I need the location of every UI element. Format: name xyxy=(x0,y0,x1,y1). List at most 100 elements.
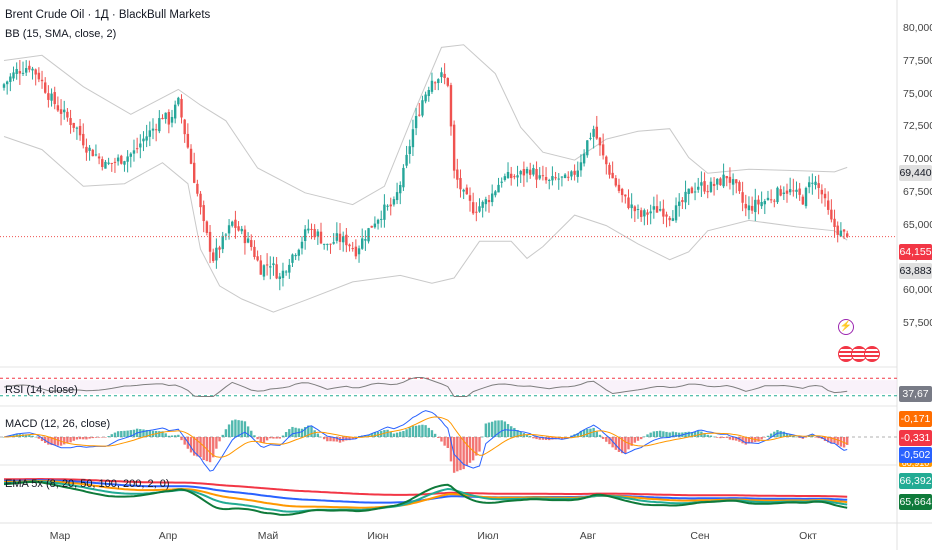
candle-body[interactable] xyxy=(15,68,18,75)
candle-body[interactable] xyxy=(348,244,351,247)
candle-body[interactable] xyxy=(773,200,776,202)
candle-body[interactable] xyxy=(269,266,272,268)
candle-body[interactable] xyxy=(725,176,728,179)
candle-body[interactable] xyxy=(798,188,801,195)
candle-body[interactable] xyxy=(652,206,656,210)
candle-body[interactable] xyxy=(288,264,291,273)
candle-body[interactable] xyxy=(700,182,703,186)
candle-body[interactable] xyxy=(414,115,418,129)
candle-body[interactable] xyxy=(59,109,63,114)
candle-body[interactable] xyxy=(158,118,161,132)
candle-body[interactable] xyxy=(82,133,85,146)
candle-body[interactable] xyxy=(383,204,386,220)
candle-body[interactable] xyxy=(446,78,449,86)
candle-body[interactable] xyxy=(842,229,846,232)
candle-body[interactable] xyxy=(215,247,218,261)
candle-body[interactable] xyxy=(703,181,706,192)
candle-body[interactable] xyxy=(646,212,649,215)
candle-body[interactable] xyxy=(440,72,443,78)
candle-body[interactable] xyxy=(643,210,646,217)
candle-body[interactable] xyxy=(820,189,824,195)
candle-body[interactable] xyxy=(712,183,716,186)
candle-body[interactable] xyxy=(85,146,88,153)
candle-body[interactable] xyxy=(18,71,22,74)
candle-body[interactable] xyxy=(291,254,294,263)
candle-body[interactable] xyxy=(196,183,199,194)
candle-body[interactable] xyxy=(34,69,37,75)
candle-body[interactable] xyxy=(72,122,75,128)
candle-body[interactable] xyxy=(380,218,383,220)
candle-body[interactable] xyxy=(408,146,411,154)
candle-body[interactable] xyxy=(490,193,494,203)
candle-body[interactable] xyxy=(617,184,621,191)
candle-body[interactable] xyxy=(750,205,754,211)
candle-body[interactable] xyxy=(541,175,545,177)
candle-body[interactable] xyxy=(437,79,440,84)
candle-body[interactable] xyxy=(284,271,288,273)
candle-body[interactable] xyxy=(586,140,589,156)
candle-body[interactable] xyxy=(582,153,586,164)
candle-body[interactable] xyxy=(177,97,180,105)
candle-body[interactable] xyxy=(97,156,101,159)
candle-body[interactable] xyxy=(709,181,713,192)
candle-body[interactable] xyxy=(649,211,652,214)
candle-body[interactable] xyxy=(633,206,637,212)
candle-body[interactable] xyxy=(145,136,148,141)
us-flag-event-icon[interactable] xyxy=(864,346,880,362)
candle-body[interactable] xyxy=(367,228,370,242)
candle-body[interactable] xyxy=(535,168,538,180)
candle-body[interactable] xyxy=(544,176,548,181)
candle-body[interactable] xyxy=(763,200,766,205)
candle-body[interactable] xyxy=(139,143,142,148)
candle-body[interactable] xyxy=(234,219,237,228)
candle-body[interactable] xyxy=(478,206,481,212)
candle-body[interactable] xyxy=(468,195,472,201)
candle-body[interactable] xyxy=(731,179,735,185)
candle-body[interactable] xyxy=(40,79,44,82)
candle-body[interactable] xyxy=(126,156,129,162)
candle-body[interactable] xyxy=(735,179,738,184)
candle-body[interactable] xyxy=(227,225,231,234)
candle-body[interactable] xyxy=(776,187,779,203)
candle-body[interactable] xyxy=(830,209,833,220)
candle-body[interactable] xyxy=(788,189,792,193)
candle-body[interactable] xyxy=(50,93,53,101)
candle-body[interactable] xyxy=(319,231,323,244)
candle-body[interactable] xyxy=(341,236,345,243)
candle-body[interactable] xyxy=(9,76,12,82)
candle-body[interactable] xyxy=(47,93,50,100)
candle-body[interactable] xyxy=(129,153,132,157)
candle-body[interactable] xyxy=(500,181,503,183)
candle-body[interactable] xyxy=(757,199,760,205)
candle-body[interactable] xyxy=(395,192,399,201)
candle-body[interactable] xyxy=(405,154,408,166)
candle-body[interactable] xyxy=(120,155,123,164)
candle-body[interactable] xyxy=(548,179,551,181)
candle-body[interactable] xyxy=(839,230,843,237)
candle-body[interactable] xyxy=(716,178,719,185)
candle-body[interactable] xyxy=(180,98,183,118)
candle-body[interactable] xyxy=(5,81,9,85)
candle-body[interactable] xyxy=(224,234,228,236)
candle-body[interactable] xyxy=(639,210,643,217)
candle-body[interactable] xyxy=(706,191,709,193)
candles[interactable] xyxy=(2,59,849,291)
candle-body[interactable] xyxy=(354,246,358,257)
candle-body[interactable] xyxy=(792,190,795,192)
candle-body[interactable] xyxy=(510,173,513,179)
candle-body[interactable] xyxy=(278,276,281,280)
candle-body[interactable] xyxy=(719,178,722,186)
candle-body[interactable] xyxy=(237,226,240,231)
candle-body[interactable] xyxy=(614,178,618,186)
candle-body[interactable] xyxy=(846,233,849,237)
candle-body[interactable] xyxy=(303,229,307,241)
candle-body[interactable] xyxy=(754,199,757,213)
candle-body[interactable] xyxy=(275,264,278,279)
candle-body[interactable] xyxy=(741,192,744,203)
candle-body[interactable] xyxy=(665,214,668,217)
candle-body[interactable] xyxy=(351,248,354,250)
candle-body[interactable] xyxy=(494,191,497,196)
candle-body[interactable] xyxy=(427,90,430,97)
candle-body[interactable] xyxy=(75,127,79,129)
